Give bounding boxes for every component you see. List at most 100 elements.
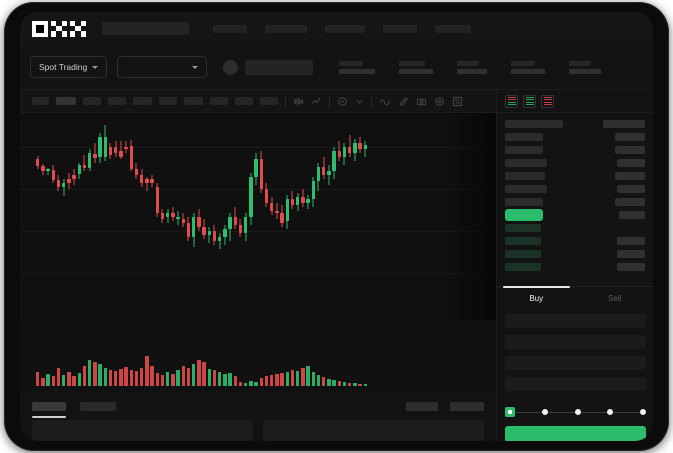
- camera-icon[interactable]: [416, 96, 427, 107]
- action-hide-other-pairs[interactable]: [406, 401, 438, 411]
- candle-36: [218, 113, 222, 320]
- candlestick-chart[interactable]: [20, 113, 496, 320]
- candle-body: [36, 159, 40, 166]
- tab-open-orders[interactable]: [32, 401, 66, 418]
- volume-bar-64: [363, 384, 367, 386]
- ruler-icon[interactable]: [398, 96, 409, 107]
- stepper-node-2[interactable]: [541, 409, 548, 415]
- candle-wick: [364, 141, 366, 157]
- orderbook-spread-row[interactable]: [505, 208, 645, 221]
- amount-field[interactable]: [505, 356, 646, 370]
- nav-links-group: [213, 24, 471, 33]
- volume-bar-10: [82, 366, 87, 386]
- orderbook-row[interactable]: [505, 119, 645, 128]
- tab-order-history[interactable]: [80, 401, 116, 411]
- price-field[interactable]: [505, 335, 646, 349]
- nav-link-2[interactable]: [265, 24, 307, 33]
- timeframe-chip-3[interactable]: [83, 97, 101, 105]
- candlestick-chart-icon[interactable]: [293, 96, 304, 107]
- indicator-icon[interactable]: [337, 96, 348, 107]
- candle-48: [280, 113, 284, 320]
- bottom-card-positions[interactable]: [32, 420, 253, 441]
- candle-body: [290, 199, 295, 205]
- candle-body: [56, 180, 61, 187]
- nav-link-4[interactable]: [383, 24, 417, 33]
- bottom-card-assets[interactable]: [263, 420, 484, 441]
- logo-letter-o: [32, 20, 48, 37]
- trading-mode-selector[interactable]: Spot Trading: [30, 56, 108, 78]
- timeframe-chip-6[interactable]: [159, 97, 177, 105]
- volume-bar-15: [108, 370, 113, 386]
- settings-icon[interactable]: [434, 96, 445, 107]
- chart-toolbar: [20, 90, 496, 113]
- volume-histogram[interactable]: [20, 320, 496, 392]
- timeframe-chip-9[interactable]: [235, 97, 253, 105]
- timeframe-chip-10[interactable]: [260, 97, 278, 105]
- chevron-down-icon: [92, 65, 99, 69]
- pair-selector[interactable]: [117, 56, 208, 78]
- gridline-3: [20, 231, 496, 232]
- amount-percent-stepper[interactable]: [505, 406, 646, 418]
- timeframe-chip-4[interactable]: [108, 97, 126, 105]
- search-input[interactable]: [102, 22, 189, 35]
- volume-bar-24: [155, 373, 159, 386]
- timeframe-chip-5[interactable]: [133, 97, 152, 105]
- chevron-down-icon[interactable]: [355, 97, 364, 106]
- order-type-field[interactable]: [505, 314, 646, 328]
- volume-bar-34: [207, 369, 211, 386]
- okx-logo[interactable]: [32, 20, 86, 37]
- nav-link-3[interactable]: [325, 24, 365, 33]
- volume-bar-61: [348, 383, 352, 386]
- nav-link-5[interactable]: [435, 24, 471, 33]
- orderbook-row[interactable]: [505, 171, 645, 180]
- volume-bar-38: [228, 373, 232, 386]
- orderbook-row-size: [617, 158, 645, 167]
- orderbook-list[interactable]: [497, 113, 653, 271]
- wave-chart-icon[interactable]: [379, 96, 391, 107]
- tab-buy[interactable]: Buy: [497, 286, 576, 310]
- fullscreen-icon[interactable]: [452, 96, 463, 107]
- timeframe-chip-7[interactable]: [184, 97, 203, 105]
- volume-bar-2: [41, 378, 45, 386]
- candle-4: [51, 113, 55, 320]
- stepper-node-4[interactable]: [607, 409, 614, 415]
- tab-sell[interactable]: Sell: [576, 287, 654, 310]
- timeframe-chip-2[interactable]: [56, 97, 76, 105]
- orders-tab-bar: [20, 392, 496, 420]
- candle-body: [280, 213, 284, 223]
- stepper-node-5[interactable]: [640, 409, 646, 415]
- candle-body: [259, 159, 263, 189]
- orderbook-row-price: [505, 208, 543, 221]
- ob-view-bids[interactable]: [523, 94, 536, 108]
- orderbook-row[interactable]: [505, 184, 645, 193]
- orderbook-row[interactable]: [505, 236, 645, 245]
- orderbook-row[interactable]: [505, 249, 645, 258]
- orderbook-row[interactable]: [505, 145, 645, 154]
- timeframe-chip-1[interactable]: [32, 97, 49, 105]
- stepper-node-1[interactable]: [505, 407, 515, 417]
- total-field[interactable]: [505, 377, 646, 391]
- volume-bar-42: [249, 381, 253, 386]
- timeframe-chip-8[interactable]: [210, 97, 228, 105]
- line-chart-icon[interactable]: [311, 96, 322, 107]
- orderbook-row[interactable]: [505, 158, 645, 167]
- volume-bar-54: [311, 372, 315, 386]
- candle-wick: [94, 143, 96, 163]
- ob-view-both[interactable]: [505, 94, 518, 108]
- orderbook-row[interactable]: [505, 132, 645, 141]
- action-cancel-all[interactable]: [450, 401, 484, 411]
- volume-bar-60: [342, 382, 347, 386]
- place-buy-order-button[interactable]: [505, 426, 646, 441]
- candle-body: [223, 229, 227, 237]
- nav-link-1[interactable]: [213, 24, 247, 33]
- candle-body: [275, 211, 279, 213]
- orderbook-row[interactable]: [505, 223, 645, 232]
- stat-volume-24h-label: [569, 60, 592, 66]
- stat-high-24h-value: [457, 68, 488, 74]
- stepper-node-3[interactable]: [574, 409, 581, 415]
- orderbook-row[interactable]: [505, 262, 645, 271]
- candle-body: [327, 171, 331, 175]
- orderbook-row[interactable]: [505, 197, 645, 206]
- volume-bar-16: [114, 371, 118, 386]
- ob-view-asks[interactable]: [541, 94, 554, 108]
